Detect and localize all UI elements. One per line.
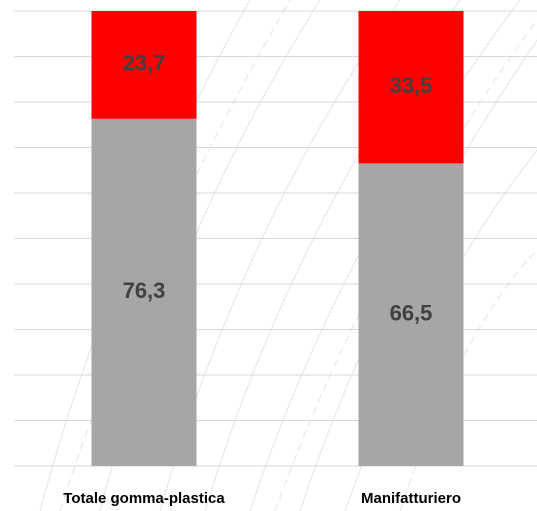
x-label-manifatturiero: Manifatturiero [361,490,461,507]
data-label-manifatturiero-1: 33,5 [390,73,433,98]
data-label-manifatturiero-0: 66,5 [390,301,433,326]
x-axis-labels: Totale gomma-plastica Manifatturiero [63,490,461,507]
data-labels: 76,3 23,7 66,5 33,5 [123,51,433,326]
data-label-totale-gomma-plastica-1: 23,7 [123,51,166,76]
bars [91,11,464,467]
x-label-totale-gomma-plastica: Totale gomma-plastica [63,490,225,507]
bar-segment-totale-gomma-plastica-0 [91,118,197,467]
bar-segment-manifatturiero-1 [358,11,464,164]
data-label-totale-gomma-plastica-0: 76,3 [123,278,166,303]
bar-segment-manifatturiero-0 [358,163,464,467]
bar-segment-totale-gomma-plastica-1 [91,11,197,119]
